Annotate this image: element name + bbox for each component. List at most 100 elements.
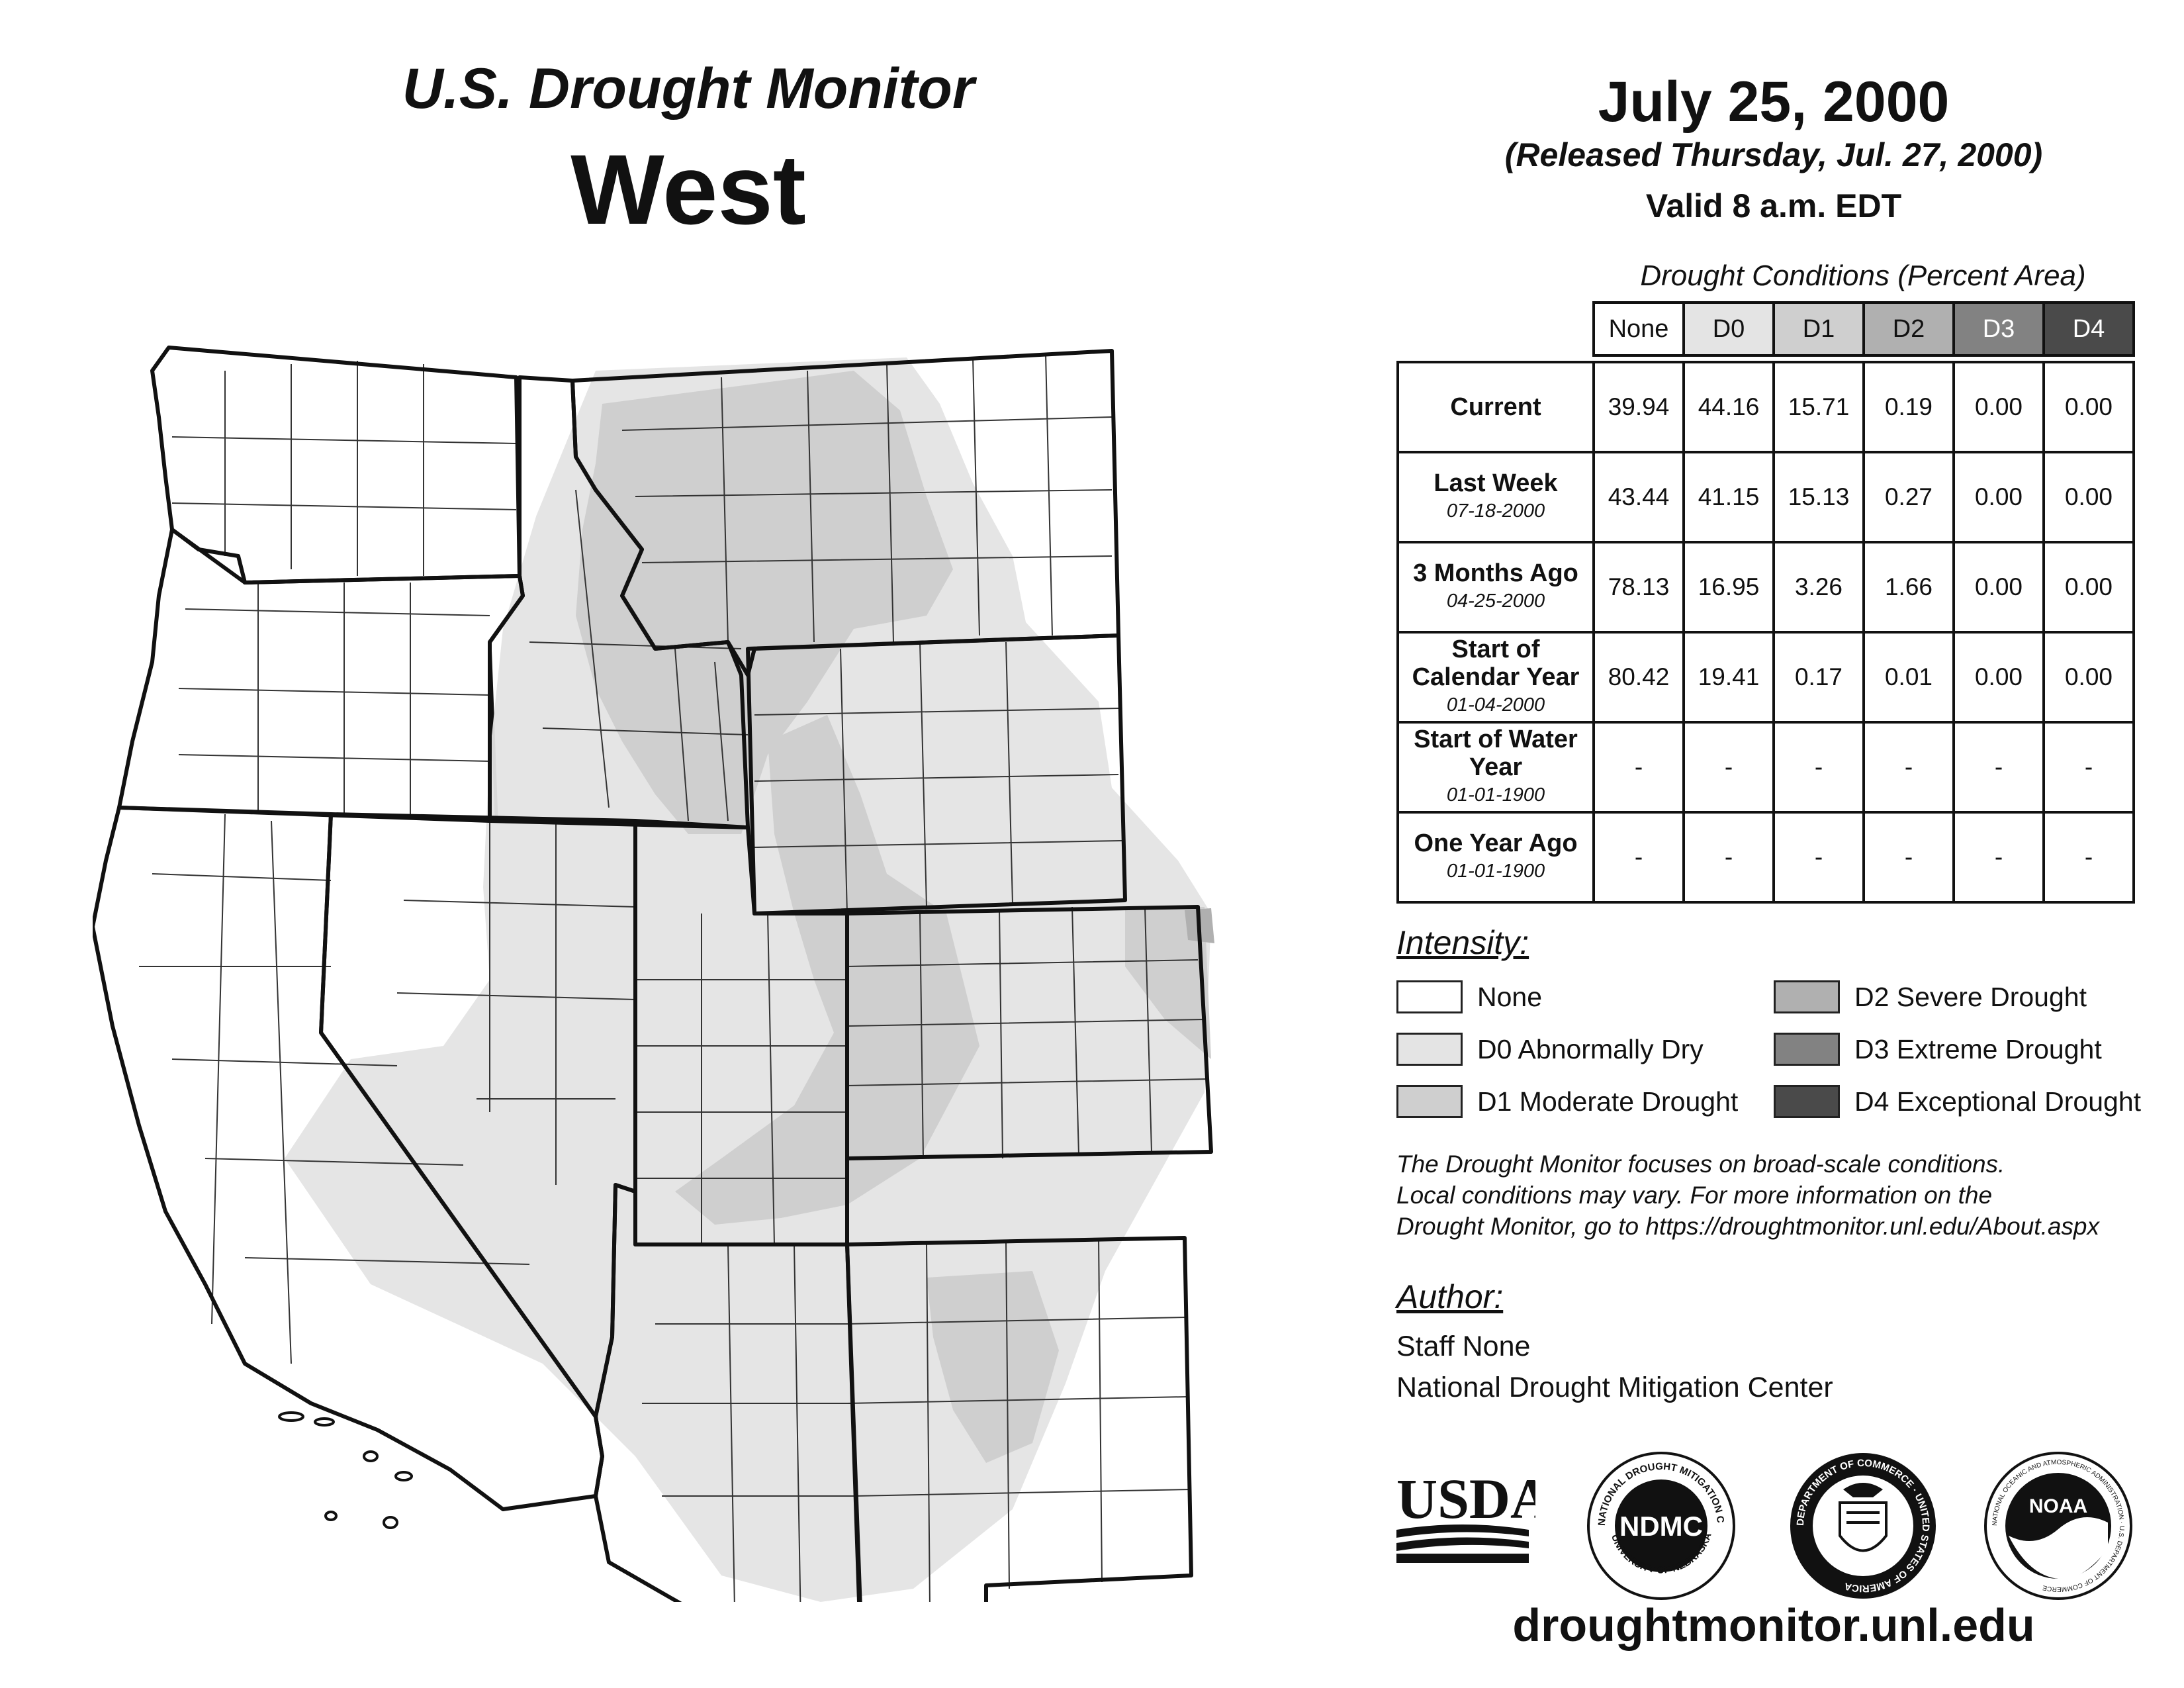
- table-cell: 0.00: [1952, 541, 2045, 633]
- table-cell: 0.00: [2042, 541, 2135, 633]
- legend-swatch: [1774, 1085, 1840, 1118]
- row-date: 07-18-2000: [1446, 500, 1545, 522]
- table-cell: 0.27: [1862, 451, 1955, 543]
- table-header-row: None D0 D1 D2 D3 D4: [1398, 301, 2135, 357]
- noaa-logo: NATIONAL OCEANIC AND ATMOSPHERIC ADMINIS…: [1984, 1452, 2132, 1600]
- table-cell: -: [2042, 811, 2135, 904]
- note-line: Local conditions may vary. For more info…: [1396, 1182, 1993, 1209]
- region-title: West: [570, 134, 806, 245]
- col-header: D0: [1682, 301, 1775, 357]
- table-corner: [1398, 303, 1594, 355]
- table-row: Last Week 07-18-2000 43.44 41.15 15.13 0.…: [1396, 451, 2135, 543]
- legend-swatch: [1396, 980, 1463, 1013]
- table-caption: Drought Conditions (Percent Area): [1640, 259, 2086, 292]
- legend-label: None: [1477, 981, 1543, 1012]
- row-label: Start of Calendar Year 01-04-2000: [1396, 631, 1595, 724]
- website-url[interactable]: droughtmonitor.unl.edu: [1512, 1599, 2035, 1651]
- table-cell: 41.15: [1682, 451, 1775, 543]
- table-row: Start of Water Year 01-01-1900 - - - - - …: [1396, 721, 2135, 814]
- drought-area-d1-wyoming: [675, 715, 979, 1225]
- col-header: D1: [1772, 301, 1865, 357]
- table-cell: -: [1682, 721, 1775, 814]
- table-cell: 80.42: [1592, 631, 1685, 724]
- table-cell: -: [1862, 811, 1955, 904]
- county-lines: [139, 353, 1208, 1602]
- legend-item-d4: D4 Exceptional Drought: [1774, 1083, 2141, 1120]
- table-cell: 19.41: [1682, 631, 1775, 724]
- table-cell: 15.71: [1772, 361, 1865, 453]
- author-title: Author:: [1396, 1278, 1504, 1315]
- table-cell: 0.00: [1952, 451, 2045, 543]
- row-label: One Year Ago 01-01-1900: [1396, 811, 1595, 904]
- table-cell: 44.16: [1682, 361, 1775, 453]
- drought-area-d1-north: [576, 371, 953, 834]
- legend-label: D4 Exceptional Drought: [1854, 1086, 2142, 1117]
- table-cell: 0.00: [2042, 361, 2135, 453]
- usda-logo: USDA: [1396, 1467, 1535, 1563]
- note-line: Drought Monitor, go to https://droughtmo…: [1396, 1213, 2099, 1240]
- table-cell: -: [1952, 721, 2045, 814]
- table-cell: -: [1952, 811, 2045, 904]
- table-cell: 0.19: [1862, 361, 1955, 453]
- channel-islands: [278, 1411, 413, 1529]
- table-row: Current 39.94 44.16 15.71 0.19 0.00 0.00: [1396, 361, 2135, 453]
- row-label: Current: [1396, 361, 1595, 453]
- map-date: July 25, 2000: [1598, 70, 1950, 134]
- legend-swatch: [1774, 980, 1840, 1013]
- state-borders: [93, 346, 1213, 1602]
- legend-swatch: [1396, 1085, 1463, 1118]
- west-drought-map: [93, 346, 1214, 1602]
- table-cell: 15.13: [1772, 451, 1865, 543]
- legend-label: D2 Severe Drought: [1854, 981, 2087, 1012]
- legend-label: D1 Moderate Drought: [1477, 1086, 1739, 1117]
- legend-swatch: [1774, 1033, 1840, 1066]
- table-cell: 3.26: [1772, 541, 1865, 633]
- table-cell: -: [1772, 811, 1865, 904]
- disclaimer-note: The Drought Monitor focuses on broad-sca…: [1396, 1149, 2158, 1242]
- svg-text:NDMC: NDMC: [1619, 1511, 1703, 1542]
- ndmc-logo: NATIONAL DROUGHT MITIGATION CENTER UNIVE…: [1585, 1450, 1735, 1600]
- legend-item-d0: D0 Abnormally Dry: [1396, 1031, 1704, 1068]
- row-date: 04-25-2000: [1446, 590, 1545, 612]
- table-row: Start of Calendar Year 01-04-2000 80.42 1…: [1396, 631, 2135, 724]
- release-date: (Released Thursday, Jul. 27, 2000): [1504, 136, 2043, 173]
- table-cell: 78.13: [1592, 541, 1685, 633]
- row-date: 01-01-1900: [1446, 861, 1545, 882]
- legend-swatch: [1396, 1033, 1463, 1066]
- department-of-commerce-seal: DEPARTMENT OF COMMERCE · UNITED STATES O…: [1790, 1453, 1936, 1599]
- legend-item-d1: D1 Moderate Drought: [1396, 1083, 1738, 1120]
- legend-title: Intensity:: [1396, 924, 1529, 961]
- table-cell: 16.95: [1682, 541, 1775, 633]
- svg-text:USDA: USDA: [1396, 1467, 1535, 1530]
- product-title: U.S. Drought Monitor: [402, 57, 975, 120]
- table-cell: 0.00: [1952, 631, 2045, 724]
- row-date: 01-01-1900: [1446, 784, 1545, 806]
- col-header: D3: [1952, 301, 2045, 357]
- legend-label: D3 Extreme Drought: [1854, 1033, 2102, 1064]
- row-label: 3 Months Ago 04-25-2000: [1396, 541, 1595, 633]
- table-cell: -: [1682, 811, 1775, 904]
- table-row: One Year Ago 01-01-1900 - - - - - -: [1396, 811, 2135, 904]
- drought-conditions-table: None D0 D1 D2 D3 D4 Current 39.94 44.16 …: [1396, 301, 2135, 904]
- valid-time: Valid 8 a.m. EDT: [1645, 187, 1902, 224]
- table-cell: 39.94: [1592, 361, 1685, 453]
- table-cell: -: [1862, 721, 1955, 814]
- legend-item-none: None: [1396, 978, 1542, 1015]
- legend-item-d3: D3 Extreme Drought: [1774, 1031, 2102, 1068]
- col-header: D4: [2042, 301, 2135, 357]
- table-cell: 0.00: [1952, 361, 2045, 453]
- svg-text:NOAA: NOAA: [2029, 1495, 2087, 1517]
- row-label: Start of Water Year 01-01-1900: [1396, 721, 1595, 814]
- table-cell: -: [2042, 721, 2135, 814]
- legend-label: D0 Abnormally Dry: [1477, 1033, 1704, 1064]
- table-cell: 0.17: [1772, 631, 1865, 724]
- table-cell: -: [1592, 721, 1685, 814]
- table-cell: 0.00: [2042, 451, 2135, 543]
- table-cell: 0.01: [1862, 631, 1955, 724]
- row-label: Last Week 07-18-2000: [1396, 451, 1595, 543]
- table-cell: -: [1772, 721, 1865, 814]
- table-row: 3 Months Ago 04-25-2000 78.13 16.95 3.26 …: [1396, 541, 2135, 633]
- col-header: None: [1592, 301, 1685, 357]
- table-cell: 1.66: [1862, 541, 1955, 633]
- note-line: The Drought Monitor focuses on broad-sca…: [1396, 1150, 2005, 1178]
